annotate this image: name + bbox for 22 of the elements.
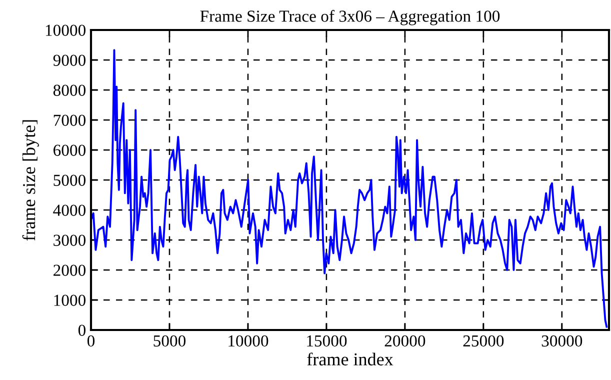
y-tick-label: 4000 [53,204,86,216]
x-tick-label: 0 [87,335,95,347]
y-tick-label: 6000 [54,144,86,156]
x-tick-label: 5000 [154,335,186,347]
x-tick-label: 25000 [463,335,504,347]
y-tick-label: 5000 [54,174,86,186]
y-tick-label: 10000 [46,24,86,36]
x-tick-label: 30000 [542,335,582,347]
x-tick-label: 20000 [384,335,426,347]
y-tick-label: 0 [78,324,86,336]
y-tick-label: 3000 [54,234,86,246]
line-series [91,49,608,328]
chart-title: Frame Size Trace of 3x06 – Aggregation 100 [200,10,500,26]
x-axis-title: frame index [307,352,394,366]
y-tick-label: 1000 [54,294,86,306]
y-axis-title: frame size [byte] [22,120,39,241]
x-tick-label: 10000 [228,335,268,347]
y-tick-label: 2000 [54,264,86,276]
y-tick-label: 7000 [54,114,86,126]
y-tick-label: 8000 [53,84,86,96]
x-tick-label: 15000 [307,335,347,347]
y-tick-label: 9000 [53,54,86,66]
